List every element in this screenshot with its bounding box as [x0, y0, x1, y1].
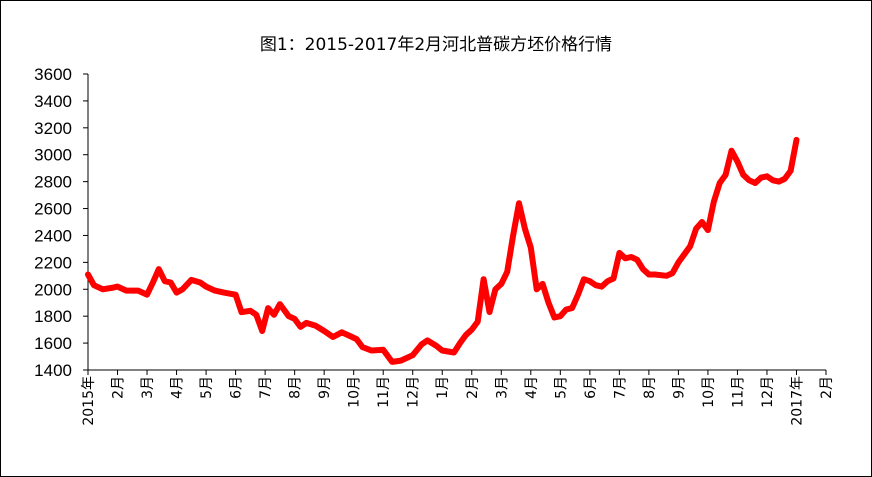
y-tick-label: 2600 [34, 200, 72, 219]
series-layer [85, 136, 800, 365]
x-tick-label: 8月 [642, 376, 658, 399]
x-tick-label: 8月 [288, 376, 304, 399]
x-tick-label: 11月 [730, 376, 746, 408]
x-tick-label: 1月 [435, 376, 451, 399]
x-tick-label: 5月 [199, 376, 215, 399]
x-tick-label: 11月 [376, 376, 392, 408]
x-tick-label: 7月 [258, 376, 274, 399]
x-tick-label: 7月 [612, 376, 628, 399]
x-tick-label: 2月 [819, 376, 835, 399]
y-tick-label: 3400 [34, 92, 72, 111]
x-tick-label: 9月 [317, 376, 333, 399]
chart-title: 图1：2015-2017年2月河北普碳方坯价格行情 [259, 35, 613, 55]
x-tick-label: 4月 [524, 376, 540, 399]
y-tick-label: 2400 [34, 226, 72, 245]
x-tick-label: 12月 [406, 376, 422, 408]
y-tick-label: 1400 [34, 361, 72, 380]
x-tick-label: 3月 [140, 376, 156, 399]
x-tick-label: 10月 [701, 376, 717, 408]
x-tick-label: 6月 [229, 376, 245, 399]
x-tick-label: 2月 [465, 376, 481, 399]
x-tick-label: 2017年 [789, 376, 805, 426]
x-tick-label: 5月 [553, 376, 569, 399]
y-tick-label: 2200 [34, 253, 72, 272]
x-axis: 2015年 2月 3月 4月 5月 6月 7月 8月 9月 10月 11月 12月 1月 2月 3月 4月 5月… [81, 369, 835, 426]
x-tick-label: 12月 [760, 376, 776, 408]
y-tick-label: 3200 [34, 119, 72, 138]
y-tick-label: 3000 [34, 146, 72, 165]
y-axis: 1400 1600 1800 2000 2200 2400 2600 2800 3000 3200… [34, 65, 89, 380]
x-tick-label: 4月 [170, 376, 186, 399]
x-tick-label: 2015年 [81, 376, 97, 426]
x-tick-label: 6月 [583, 376, 599, 399]
x-tick-label: 10月 [347, 376, 363, 408]
price-line [85, 136, 800, 365]
x-tick-label: 9月 [671, 376, 687, 399]
y-tick-label: 2800 [34, 173, 72, 192]
y-tick-label: 1600 [34, 334, 72, 353]
x-tick-label: 3月 [494, 376, 510, 399]
x-tick-label: 2月 [111, 376, 127, 399]
y-tick-label: 2000 [34, 280, 72, 299]
y-tick-label: 3600 [34, 65, 72, 84]
y-tick-label: 1800 [34, 307, 72, 326]
